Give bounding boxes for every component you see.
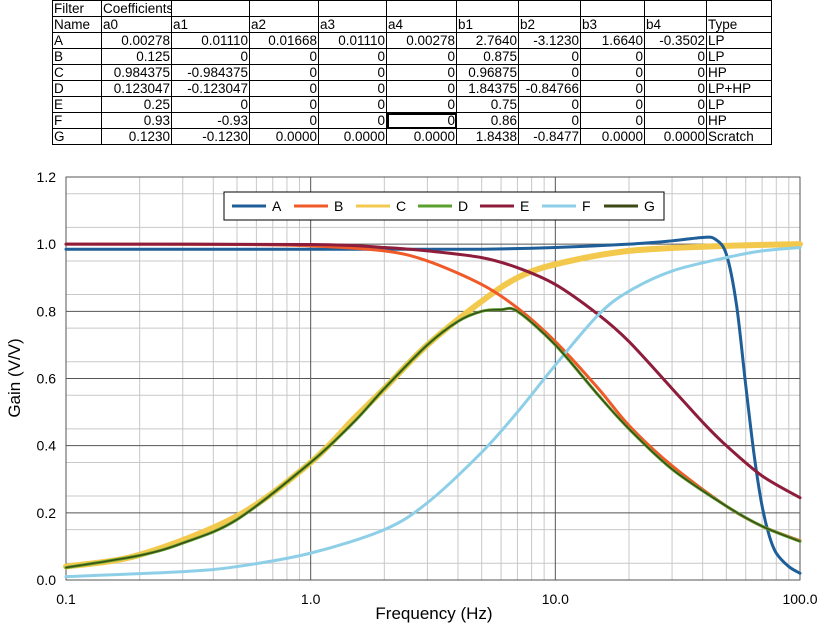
sheet-cell[interactable]: LP — [706, 48, 772, 65]
coefficient-table: Filter Coefficients Name a0 a1 a2 a3 a4 b1 b2 b3 b4… — [52, 0, 772, 145]
sheet-cell[interactable]: 0.01110 — [318, 32, 387, 49]
series-line-e — [64, 242, 802, 500]
sheet-cell[interactable]: 0.0000 — [644, 128, 707, 145]
sheet-cell[interactable]: 1.84375 — [456, 80, 519, 97]
sheet-cell[interactable]: LP — [706, 96, 772, 113]
y-tick-label: 0.6 — [37, 371, 57, 387]
sheet-row: A 0.00278 0.01110 0.01668 0.01110 0.00278 2.76… — [52, 32, 772, 49]
x-tick-label: 1.0 — [301, 591, 321, 607]
y-tick-label: 0.8 — [37, 303, 57, 319]
y-tick-label: 1.0 — [37, 236, 57, 252]
legend-label-d: D — [458, 198, 468, 214]
legend: A B C D E F G — [223, 191, 665, 221]
sheet-cell[interactable]: b2 — [518, 16, 581, 33]
x-tick-label: 100.0 — [782, 591, 817, 607]
sheet-cell[interactable]: 0.01668 — [249, 32, 319, 49]
sheet-cell[interactable]: 0.01110 — [171, 32, 250, 49]
sheet-header-row: Filter Coefficients — [52, 0, 772, 17]
sheet-cell[interactable]: -0.84766 — [518, 80, 581, 97]
sheet-row: E 0.25 0 0 0 0 0.75 0 0 0 LP — [52, 96, 772, 113]
legend-label-a: A — [272, 198, 282, 214]
sheet-cell[interactable]: -0.8477 — [518, 128, 581, 145]
sheet-cell[interactable]: 0.75 — [456, 96, 519, 113]
sheet-cell[interactable]: 1.6640 — [580, 32, 645, 49]
legend-label-f: F — [582, 198, 591, 214]
sheet-cell[interactable]: -0.123047 — [171, 80, 250, 97]
series-line-f — [64, 246, 802, 579]
sheet-row: B 0.125 0 0 0 0 0.875 0 0 0 LP — [52, 48, 772, 65]
series-lines — [63, 235, 803, 579]
sheet-cell[interactable]: 0.0000 — [580, 128, 645, 145]
sheet-cell[interactable]: 0.0000 — [318, 128, 387, 145]
x-tick-label: 10.0 — [542, 591, 569, 607]
x-axis-title: Frequency (Hz) — [375, 604, 492, 623]
sheet-cell[interactable]: 0.96875 — [456, 64, 519, 81]
sheet-cell[interactable]: 0.0000 — [386, 128, 457, 145]
sheet-cell[interactable]: Name — [52, 16, 102, 33]
sheet-cell[interactable]: Scratch — [706, 128, 772, 145]
legend-label-g: G — [644, 198, 655, 214]
sheet-cell[interactable]: -0.984375 — [171, 64, 250, 81]
sheet-cell[interactable]: a2 — [249, 16, 319, 33]
sheet-cell[interactable]: 0.00278 — [386, 32, 457, 49]
sheet-cell[interactable]: HP — [706, 64, 772, 81]
legend-label-b: B — [334, 198, 343, 214]
y-tick-label: 1.2 — [37, 169, 57, 185]
sheet-row: F 0.93 -0.93 0 0 0 0.86 0 0 0 HP — [52, 112, 772, 129]
sheet-cell[interactable]: a3 — [318, 16, 387, 33]
sheet-cell[interactable]: 0.86 — [456, 112, 519, 129]
sheet-cell[interactable]: a0 — [101, 16, 172, 33]
y-axis-title: Gain (V/V) — [5, 338, 24, 417]
x-tick-label: 0.1 — [56, 591, 76, 607]
sheet-cell[interactable]: 0.0000 — [249, 128, 319, 145]
sheet-cell[interactable]: 0.25 — [101, 96, 172, 113]
y-tick-label: 0.2 — [37, 505, 57, 521]
legend-label-c: C — [396, 198, 406, 214]
sheet-cell[interactable]: 0.1230 — [101, 128, 172, 145]
y-tick-label: 0.0 — [37, 572, 57, 588]
y-tick-label: 0.4 — [37, 438, 57, 454]
sheet-row: G 0.1230 -0.1230 0.0000 0.0000 0.0000 1.8438 -0… — [52, 128, 772, 145]
x-tick-labels: 0.1 1.0 10.0 100.0 — [56, 591, 817, 607]
y-tick-labels: 0.0 0.2 0.4 0.6 0.8 1.0 1.2 — [37, 169, 57, 588]
legend-label-e: E — [520, 198, 529, 214]
series-line-g — [65, 307, 801, 569]
sheet-cell[interactable]: 0.93 — [101, 112, 172, 129]
